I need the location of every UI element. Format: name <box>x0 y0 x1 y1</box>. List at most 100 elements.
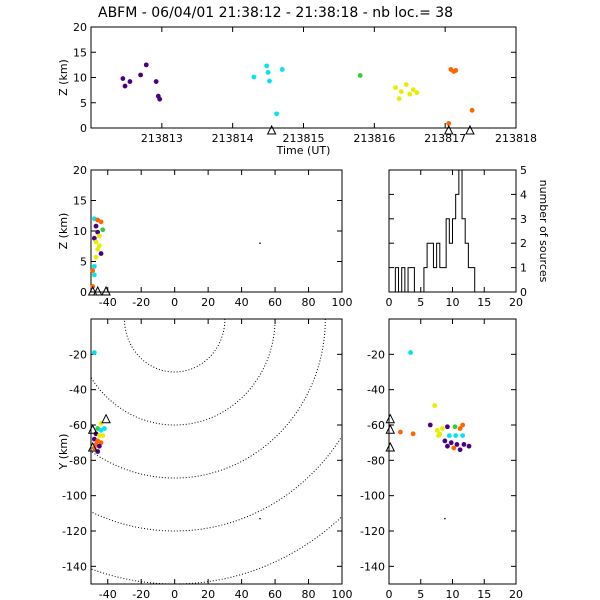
station-marker <box>87 424 98 434</box>
x-tick-label: 40 <box>235 588 249 600</box>
station-marker <box>443 124 454 135</box>
source-point <box>454 442 460 447</box>
source-point <box>466 443 472 449</box>
x-tick-label: 20 <box>201 296 215 309</box>
plot-frame <box>90 169 343 293</box>
x-tick-label: 0 <box>386 588 393 600</box>
source-point <box>427 422 433 428</box>
source-point <box>93 239 99 245</box>
source-point <box>469 107 475 113</box>
x-tick-label: 5 <box>417 588 424 600</box>
station-dot <box>444 517 446 520</box>
source-point <box>96 243 102 249</box>
source-point <box>98 251 104 256</box>
y-tick-label: -40 <box>69 384 87 397</box>
station-marker <box>101 285 111 296</box>
source-point <box>452 424 458 430</box>
source-point <box>100 227 106 233</box>
y-tick-label: -20 <box>367 348 385 361</box>
source-point <box>460 433 466 438</box>
source-point <box>267 78 272 84</box>
plan-view-panel: -40 -20 0 20 40 60 80 100 -20 -40 -60 -80 -100 -120 -1… <box>57 318 353 600</box>
y-tick-label: -60 <box>367 419 385 432</box>
y-tick-label: -100 <box>360 490 385 503</box>
source-point <box>96 433 102 438</box>
station-dot <box>259 517 261 520</box>
source-point <box>93 254 99 260</box>
x-tick-label: 100 <box>332 296 353 309</box>
source-point <box>461 442 467 447</box>
source-point <box>93 223 99 229</box>
figure-title: ABFM - 06/04/01 21:38:12 - 21:38:18 - nb… <box>98 5 453 21</box>
station-marker <box>92 285 103 296</box>
plot-frame <box>388 318 517 585</box>
y-tick-label: 4 <box>520 188 527 201</box>
source-point <box>403 82 409 87</box>
source-point <box>408 350 413 355</box>
range-ring <box>91 319 326 479</box>
y-tick-label: 3 <box>520 213 527 226</box>
y-tick-label: -120 <box>360 525 385 538</box>
y-tick-label: 20 <box>73 21 87 34</box>
source-point <box>143 62 149 68</box>
station-dot <box>259 242 261 244</box>
source-point <box>446 433 452 438</box>
y-tick-label: -40 <box>367 384 385 397</box>
y-tick-label: -140 <box>360 560 385 573</box>
x-tick-label: -40 <box>99 296 117 309</box>
station-marker <box>385 424 396 434</box>
source-point <box>127 79 133 84</box>
source-point <box>457 426 463 431</box>
x-tick-label: 60 <box>268 296 282 309</box>
source-point <box>279 67 285 72</box>
x-tick-label: 213813 <box>141 132 183 145</box>
y-axis-label: Z (km) <box>57 213 70 250</box>
source-point <box>157 96 163 102</box>
source-point <box>398 429 403 435</box>
y-tick-label: 5 <box>520 164 527 177</box>
source-point <box>439 426 445 431</box>
x-tick-label: 80 <box>302 588 316 600</box>
plot-frame <box>90 26 517 129</box>
station-marker <box>101 413 111 424</box>
y-tick-label: 1 <box>520 262 527 275</box>
source-point <box>96 443 102 449</box>
station-marker <box>385 413 396 424</box>
y-axis-label: Z (km) <box>57 59 70 96</box>
y-tick-label: 20 <box>73 164 87 177</box>
y-tick-label: 15 <box>73 195 87 208</box>
source-point <box>153 79 159 84</box>
x-tick-label: 0 <box>171 296 178 309</box>
x-tick-label: 20 <box>509 588 523 600</box>
source-point <box>398 89 404 95</box>
x-tick-label: 0 <box>171 588 178 600</box>
x-tick-label: -40 <box>99 588 117 600</box>
station-marker <box>266 124 277 135</box>
source-point <box>396 96 402 102</box>
x-tick-label: 213817 <box>424 132 466 145</box>
source-point <box>101 426 107 431</box>
source-point <box>445 443 450 449</box>
x-tick-label: 15 <box>477 296 491 309</box>
x-tick-label: 60 <box>268 588 282 600</box>
x-tick-label: 80 <box>302 296 316 309</box>
source-point <box>265 70 271 75</box>
y-tick-label: 5 <box>80 256 87 269</box>
x-tick-label: 20 <box>509 296 523 309</box>
source-point <box>274 111 279 117</box>
source-point <box>91 272 97 278</box>
source-point <box>91 350 97 355</box>
source-point <box>448 440 454 446</box>
source-point <box>393 85 398 90</box>
station-marker <box>465 124 475 135</box>
station-marker <box>87 441 98 452</box>
source-point <box>457 447 463 453</box>
source-point <box>264 63 270 69</box>
x-tick-label: -20 <box>132 296 150 309</box>
y-tick-label: -80 <box>69 454 87 467</box>
x-tick-label: 0 <box>386 296 393 309</box>
x-tick-label: 40 <box>235 296 249 309</box>
source-point <box>445 424 450 430</box>
